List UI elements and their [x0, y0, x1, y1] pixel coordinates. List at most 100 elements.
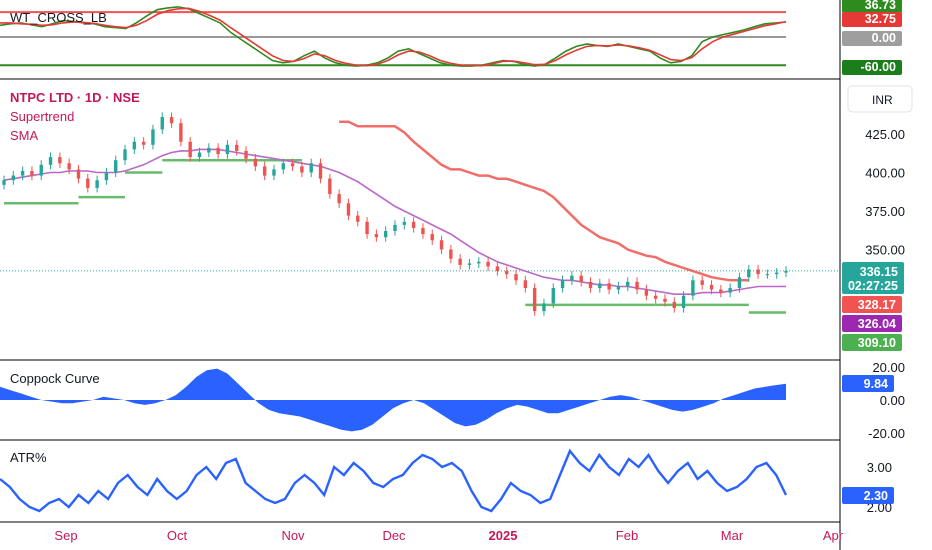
wt-axis-label-bg — [842, 60, 902, 75]
candle-body — [598, 283, 602, 288]
candle-body — [672, 301, 676, 309]
sma-label[interactable]: SMA — [10, 128, 39, 143]
candle-body — [39, 164, 43, 176]
time-axis-label: Dec — [382, 528, 406, 543]
indicator-value-badge: 328.17 — [858, 298, 896, 312]
coppock-value-badge: 9.84 — [864, 377, 888, 391]
wt-axis-label-bg — [842, 12, 902, 27]
candle-body — [560, 280, 565, 288]
candle-body — [458, 258, 462, 265]
candle-body — [328, 178, 332, 195]
atr-pane: 3.002.002.30 — [0, 448, 894, 515]
candle-body — [774, 272, 779, 275]
coppock-tick-label: -20.00 — [868, 426, 905, 441]
candle-body — [514, 274, 518, 281]
coppock-title[interactable]: Coppock Curve — [10, 371, 100, 386]
wt-axis-label: 0.00 — [872, 31, 896, 45]
time-axis-label: Feb — [616, 528, 638, 543]
symbol-title[interactable]: NTPC LTD · 1D · NSE — [10, 90, 140, 105]
time-axis-label: Apr — [823, 528, 844, 543]
time-axis-label: 2025 — [489, 528, 518, 543]
candle-body — [653, 295, 658, 299]
coppock-tick-label: 0.00 — [880, 393, 905, 408]
candle-body — [114, 160, 118, 173]
atr-value-badge-bg — [842, 487, 894, 504]
candle-body — [747, 269, 751, 278]
indicator-value-badge-bg — [842, 315, 902, 332]
countdown-label: 02:27:25 — [848, 279, 898, 293]
time-axis-label: Sep — [54, 528, 77, 543]
candle-body — [86, 178, 90, 188]
candle-body — [570, 275, 574, 281]
candle-body — [67, 163, 71, 170]
candle-body — [11, 175, 16, 181]
candle-body — [523, 280, 528, 288]
candle-body — [225, 144, 230, 155]
candle-body — [616, 286, 621, 290]
candle-body — [635, 281, 639, 290]
candle-body — [784, 270, 788, 273]
candle-body — [486, 261, 490, 267]
candle-body — [700, 280, 704, 285]
currency-button[interactable] — [847, 85, 913, 113]
price-tick-label: 425.00 — [865, 127, 905, 142]
candle-body — [95, 180, 99, 188]
currency-label: INR — [872, 93, 893, 107]
candle-body — [626, 281, 630, 287]
candle-body — [477, 261, 481, 264]
candle-body — [188, 141, 192, 158]
coppock-value-badge-bg — [842, 375, 894, 392]
candle-body — [383, 231, 388, 238]
candle-body — [402, 221, 407, 225]
candle-body — [756, 269, 760, 275]
candle-body — [58, 157, 62, 164]
candle-body — [644, 289, 649, 296]
candle-body — [430, 234, 434, 241]
time-axis-label: Nov — [281, 528, 305, 543]
wt-series-line-1 — [0, 7, 787, 67]
candle-body — [449, 249, 453, 259]
candle-body — [48, 157, 53, 165]
candle-body — [318, 163, 323, 179]
candle-body — [216, 147, 220, 155]
candle-body — [179, 123, 183, 142]
candle-body — [76, 169, 81, 179]
candle-body — [411, 221, 416, 228]
candle-body — [272, 169, 276, 176]
candle-body — [123, 149, 127, 161]
coppock-tick-label: 20.00 — [872, 360, 905, 375]
indicator-value-badge-bg — [842, 296, 902, 313]
candle-body — [495, 266, 500, 272]
candle-body — [663, 298, 667, 302]
price-tick-label: 375.00 — [865, 204, 905, 219]
supertrend-label[interactable]: Supertrend — [10, 109, 74, 124]
indicator-value-badge: 326.04 — [858, 317, 896, 331]
candle-body — [356, 215, 360, 222]
candle-body — [691, 280, 695, 296]
time-axis-label: Mar — [721, 528, 744, 543]
atr-value-badge: 2.30 — [864, 489, 888, 503]
candle-body — [104, 172, 109, 181]
indicator-value-badge: 309.10 — [858, 336, 896, 350]
time-axis: Sep Oct Nov Dec 2025 Feb Mar Apr — [54, 528, 843, 543]
price-tick-label: 350.00 — [865, 243, 905, 258]
wt-cross-title: WT_CROSS_LB — [10, 10, 107, 25]
supertrend-upper-line — [339, 120, 749, 282]
candle-body — [253, 158, 258, 167]
last-price-badge-bg — [842, 262, 904, 294]
candle-body — [207, 147, 211, 153]
candle-body — [281, 163, 285, 170]
candle-body — [532, 288, 537, 312]
candle-body — [235, 144, 239, 151]
candle-body — [141, 141, 146, 145]
atr-title[interactable]: ATR% — [10, 450, 47, 465]
wt-axis-label-bg — [842, 0, 902, 13]
candle-body — [421, 227, 425, 235]
candle-body — [765, 274, 770, 276]
candle-body — [719, 289, 723, 293]
candle-body — [169, 117, 174, 124]
candle-body — [337, 194, 341, 204]
